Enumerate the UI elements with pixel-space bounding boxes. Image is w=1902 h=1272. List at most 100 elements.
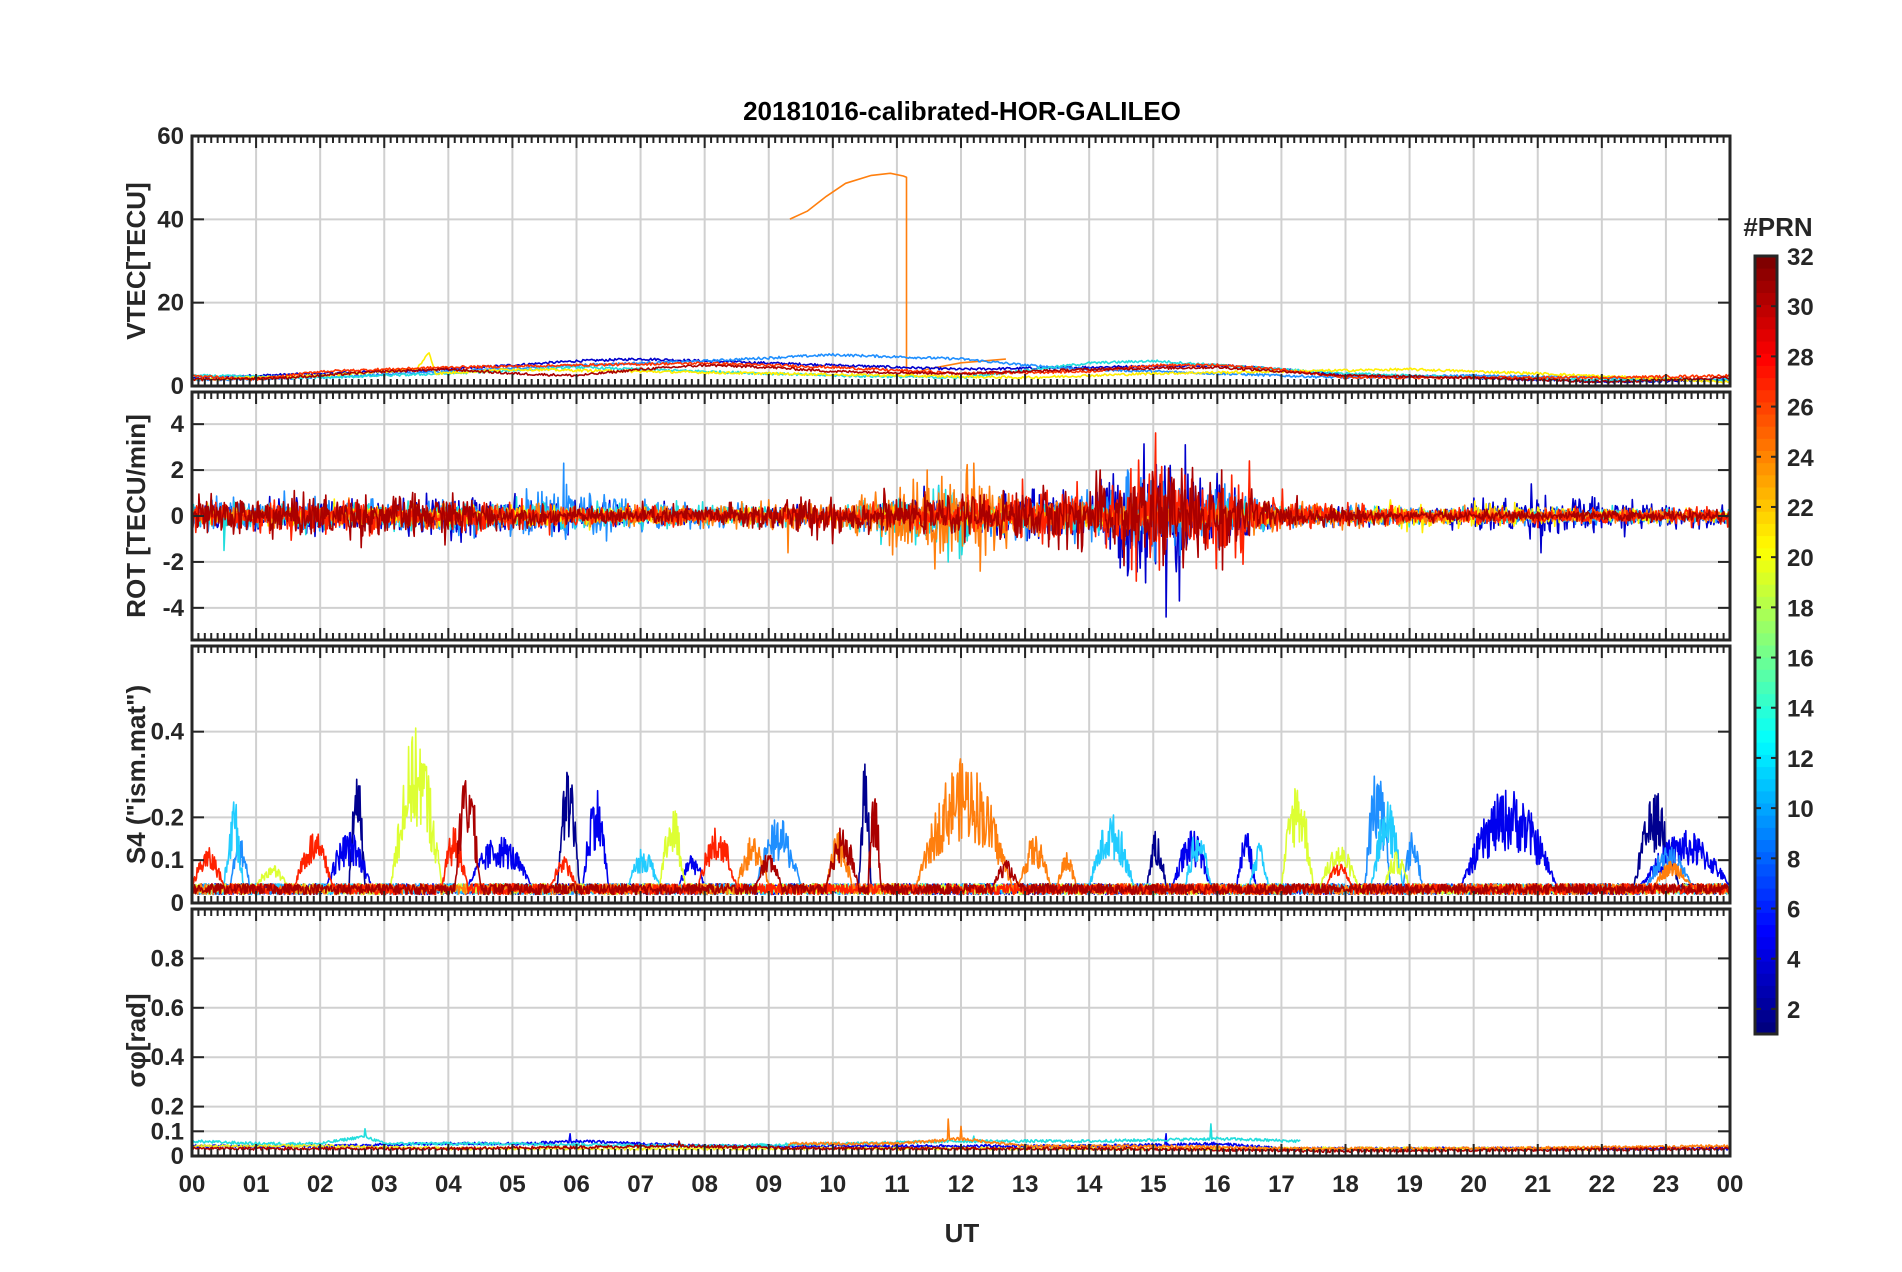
chart-title: 20181016-calibrated-HOR-GALILEO [743, 96, 1181, 126]
x-tick-label: 20 [1460, 1171, 1487, 1198]
colorbar-swatch [1755, 705, 1777, 719]
x-tick-label: 16 [1204, 1171, 1231, 1198]
colorbar-swatch [1755, 438, 1777, 451]
y-tick-label: 0 [171, 503, 184, 530]
colorbar-swatch [1755, 401, 1777, 415]
colorbar-swatch [1755, 596, 1777, 610]
x-tick-label: 22 [1588, 1171, 1615, 1198]
colorbar-swatch [1755, 681, 1777, 695]
colorbar-tick-label: 14 [1787, 696, 1814, 723]
x-tick-label: 10 [819, 1171, 846, 1198]
y-tick-label: 0 [171, 890, 184, 917]
y-axis-label: VTEC[TECU] [121, 182, 151, 339]
colorbar-swatch [1755, 815, 1777, 828]
x-tick-label: 04 [435, 1171, 462, 1198]
colorbar-swatch [1755, 486, 1777, 500]
y-tick-label: 20 [157, 290, 184, 317]
y-tick-label: -4 [163, 595, 185, 622]
colorbar-swatch [1755, 499, 1777, 512]
colorbar-tick-label: 22 [1787, 495, 1814, 522]
colorbar-swatch [1755, 997, 1777, 1011]
y-tick-label: 40 [157, 206, 184, 233]
colorbar-swatch [1755, 572, 1777, 585]
colorbar-swatch [1755, 377, 1777, 391]
colorbar-swatch [1755, 268, 1777, 281]
colorbar-swatch [1755, 559, 1777, 573]
x-tick-label: 19 [1396, 1171, 1423, 1198]
panel-vtec: 0 20 40 60 VTEC[TECU] [121, 123, 1732, 400]
colorbar-swatch [1755, 717, 1777, 731]
colorbar-swatch [1755, 341, 1777, 354]
x-tick-label: 00 [179, 1171, 206, 1198]
x-tick-label: 17 [1268, 1171, 1295, 1198]
colorbar-tick-label: 28 [1787, 344, 1814, 371]
colorbar-tick-label: 10 [1787, 796, 1814, 823]
colorbar-swatch [1755, 292, 1777, 306]
x-tick-label: 02 [307, 1171, 334, 1198]
colorbar-swatch [1755, 389, 1777, 403]
y-tick-label: 0.4 [151, 1044, 185, 1071]
x-tick-label: 09 [755, 1171, 782, 1198]
colorbar-swatch [1755, 888, 1777, 901]
colorbar-swatch [1755, 900, 1777, 913]
colorbar-swatch [1755, 256, 1777, 269]
colorbar-swatch [1755, 450, 1777, 464]
x-tick-label: 01 [243, 1171, 270, 1198]
colorbar-swatch [1755, 523, 1777, 537]
colorbar-label: #PRN [1743, 212, 1812, 242]
colorbar-swatch [1755, 365, 1777, 379]
colorbar-tick-label: 4 [1787, 947, 1801, 974]
colorbar-swatch [1755, 474, 1777, 488]
y-axis-label: σφ[rad] [121, 993, 151, 1087]
x-tick-label: 08 [691, 1171, 718, 1198]
colorbar-swatch [1755, 803, 1777, 816]
series-prn-24-sigma_phi [787, 1118, 1730, 1151]
colorbar-swatch [1755, 827, 1777, 840]
y-tick-label: 4 [171, 411, 185, 438]
series-prn-31-rot [192, 466, 1730, 571]
x-axis-label: UT [945, 1218, 980, 1248]
colorbar-tick-label: 32 [1787, 244, 1814, 271]
colorbar-swatch [1755, 985, 1777, 999]
colorbar-box [1753, 254, 1779, 1036]
x-tick-label: 06 [563, 1171, 590, 1198]
x-tick-label: 00 [1717, 1171, 1744, 1198]
colorbar-swatch [1755, 462, 1777, 476]
y-axis-label: ROT [TECU/min] [121, 414, 151, 618]
colorbar-swatch [1755, 936, 1777, 950]
colorbar-swatch [1755, 912, 1777, 926]
colorbar-swatch [1755, 839, 1777, 853]
colorbar-swatch [1755, 657, 1777, 670]
colorbar-swatch [1755, 280, 1777, 293]
series-prn-12-sigma_phi [192, 1123, 1301, 1149]
colorbar-swatch [1755, 328, 1777, 342]
colorbar-tick-label: 24 [1787, 445, 1814, 472]
y-tick-label: 0.8 [151, 945, 184, 972]
colorbar-swatch [1755, 511, 1777, 524]
colorbar-swatch [1755, 645, 1777, 658]
colorbar-swatch [1755, 426, 1777, 439]
panel-rot: -4 -2 0 2 4 ROT [TECU/min] [121, 390, 1732, 642]
colorbar-tick-label: 18 [1787, 595, 1814, 622]
data-layer [192, 432, 1730, 618]
colorbar-swatch [1755, 790, 1777, 804]
colorbar-swatch [1755, 730, 1777, 743]
colorbar-swatch [1755, 632, 1777, 646]
x-tick-label: 23 [1653, 1171, 1680, 1198]
y-tick-label: 0.1 [151, 1118, 184, 1145]
colorbar-tick-label: 6 [1787, 897, 1800, 924]
colorbar-swatch [1755, 924, 1777, 938]
colorbar-tick-label: 30 [1787, 294, 1814, 321]
colorbar-tick-label: 26 [1787, 395, 1814, 422]
panel-s4: 0 0.1 0.2 0.4S4 ("ism.mat") [121, 644, 1732, 917]
y-axis-label: S4 ("ism.mat") [121, 685, 151, 864]
panel-sigma_phi: 00.10.2 0.4 0.6 0.8σφ[rad] [121, 907, 1732, 1170]
colorbar-swatch [1755, 316, 1777, 330]
colorbar-swatch [1755, 353, 1777, 366]
colorbar-swatch [1755, 875, 1777, 889]
y-tick-label: 2 [171, 457, 184, 484]
colorbar-swatch [1755, 535, 1777, 549]
y-tick-label: 0.2 [151, 804, 184, 831]
